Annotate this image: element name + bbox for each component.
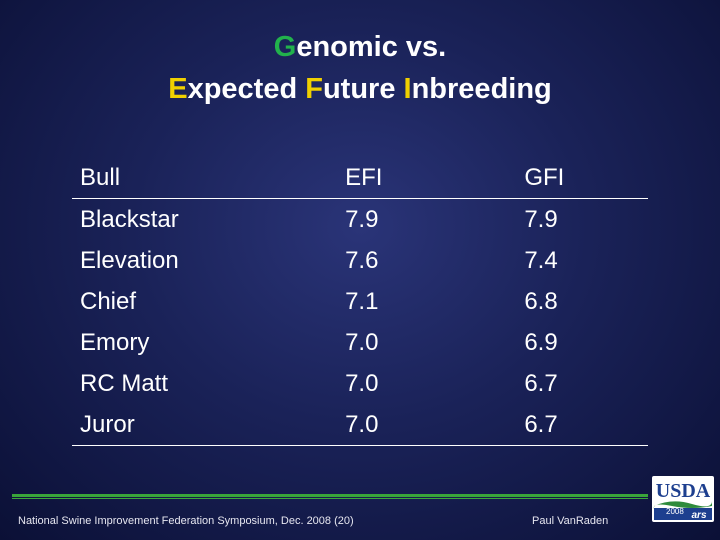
ars-logo-text: ars: [691, 510, 706, 521]
title-text-2a: xpected: [187, 73, 306, 105]
efi-value: 7.0: [337, 404, 469, 446]
table-row: Emory 7.0 6.9: [72, 322, 648, 363]
table-row: Blackstar 7.9 7.9: [72, 199, 648, 241]
title-initial-e: E: [168, 73, 188, 105]
footer-author: Paul VanRaden: [532, 515, 609, 527]
bull-name: Blackstar: [80, 205, 179, 233]
footer-divider-thin: [12, 498, 648, 499]
efi-value: 7.0: [345, 369, 379, 397]
title-text-2c: nbreeding: [411, 73, 552, 105]
gfi-value: 7.4: [524, 246, 558, 274]
gfi-value: 6.7: [468, 404, 648, 446]
header-efi: EFI: [337, 157, 469, 199]
bull-name: Chief: [80, 287, 137, 315]
table-row: Chief 7.1 6.8: [72, 281, 648, 322]
slide-title: Genomic vs. Expected Future Inbreeding: [0, 26, 720, 110]
efi-value: 7.0: [345, 328, 379, 356]
header-gfi: GFI: [468, 157, 648, 199]
table-header-row: Bull EFI GFI: [72, 157, 648, 199]
footer-event: National Swine Improvement Federation Sy…: [18, 515, 354, 527]
bull-name: RC Matt: [80, 369, 169, 397]
header-bull: Bull: [72, 157, 338, 199]
efi-value: 7.1: [345, 287, 379, 315]
footer-divider: [12, 494, 648, 497]
bull-name: Emory: [80, 328, 150, 356]
inbreeding-table: Bull EFI GFI Blackstar 7.9 7.9 Elevation…: [72, 157, 648, 446]
title-initial-i: I: [403, 73, 412, 105]
usda-logo-text: USDA: [656, 480, 711, 502]
table-row: RC Matt 7.0 6.7: [72, 363, 648, 404]
efi-value: 7.6: [345, 246, 379, 274]
title-line-2: Expected Future Inbreeding: [0, 68, 720, 110]
table-row: Juror 7.0 6.7: [72, 404, 648, 446]
gfi-value: 7.9: [524, 205, 558, 233]
logo-year: 2008: [666, 507, 684, 516]
title-text-1: enomic vs.: [296, 31, 447, 63]
usda-logo-icon: USDA ars: [652, 476, 714, 522]
title-text-2b: uture: [322, 73, 404, 105]
efi-value: 7.9: [345, 205, 379, 233]
title-initial-g: G: [273, 31, 297, 63]
gfi-value: 6.9: [524, 328, 558, 356]
title-initial-f: F: [305, 73, 323, 105]
table-row: Elevation 7.6 7.4: [72, 240, 648, 281]
gfi-value: 6.8: [524, 287, 558, 315]
gfi-value: 6.7: [524, 369, 558, 397]
title-line-1: Genomic vs.: [0, 26, 720, 68]
bull-name: Juror: [72, 404, 338, 446]
bull-name: Elevation: [80, 246, 179, 274]
